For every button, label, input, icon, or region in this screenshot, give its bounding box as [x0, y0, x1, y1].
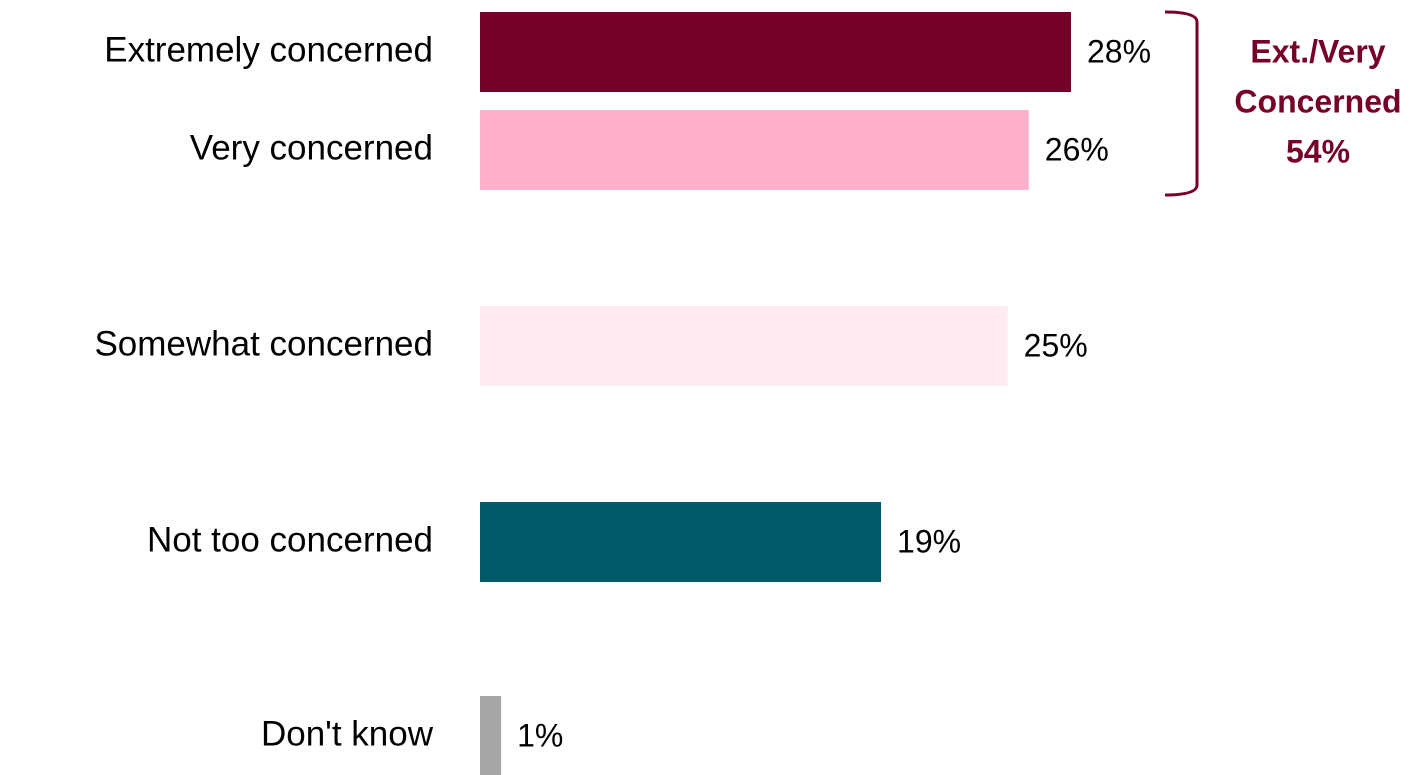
annotation-value: 54% [1286, 133, 1350, 169]
bar [480, 696, 502, 775]
category-label: Somewhat concerned [94, 324, 433, 363]
value-label: 26% [1045, 131, 1109, 167]
category-label: Not too concerned [147, 520, 433, 559]
category-label: Extremely concerned [104, 30, 433, 69]
value-label: 1% [517, 717, 563, 753]
bar [480, 306, 1008, 386]
bracket [1164, 10, 1199, 197]
annotation-text: Concerned [1234, 83, 1401, 119]
bar [480, 110, 1029, 190]
bar [480, 502, 882, 582]
category-label: Very concerned [190, 128, 433, 167]
bar [480, 12, 1071, 92]
category-label: Don't know [261, 714, 434, 753]
value-label: 25% [1024, 327, 1088, 363]
value-label: 28% [1087, 33, 1151, 69]
annotation-text: Ext./Very [1250, 33, 1385, 69]
value-label: 19% [897, 523, 961, 559]
